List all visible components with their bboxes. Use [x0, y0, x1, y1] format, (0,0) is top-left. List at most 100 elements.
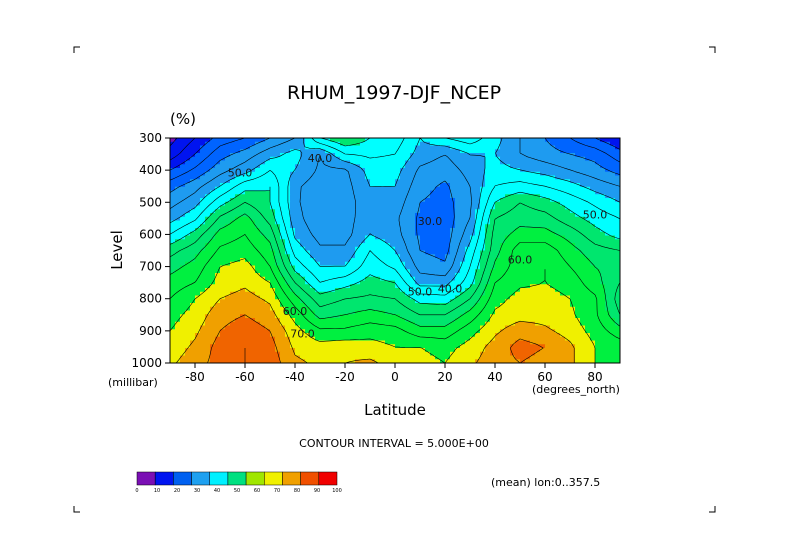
contour-cell [285, 273, 291, 278]
contour-cell [400, 141, 406, 146]
contour-cell [470, 149, 476, 154]
contour-cell [450, 220, 456, 225]
contour-cell [275, 201, 281, 206]
contour-cell [330, 254, 336, 259]
contour-cell [605, 246, 611, 251]
contour-cell [195, 168, 201, 173]
contour-cell [530, 190, 536, 195]
contour-cell [600, 336, 606, 341]
contour-cell [445, 265, 451, 270]
contour-cell [235, 213, 241, 218]
contour-cell [435, 168, 441, 173]
contour-cell [585, 273, 591, 278]
contour-cell [475, 254, 481, 259]
contour-cell [600, 306, 606, 311]
contour-cell [410, 216, 416, 221]
contour-cell [300, 156, 306, 161]
contour-cell [400, 168, 406, 173]
contour-cell [610, 216, 616, 221]
contour-cell [580, 205, 586, 210]
contour-cell [455, 231, 461, 236]
contour-cell [450, 280, 456, 285]
contour-cell [335, 194, 341, 199]
contour-cell [300, 216, 306, 221]
contour-cell [190, 156, 196, 161]
contour-cell [365, 201, 371, 206]
contour-cell [415, 269, 421, 274]
contour-cell [600, 299, 606, 304]
contour-cell [560, 194, 566, 199]
contour-cell [350, 246, 356, 251]
contour-cell [530, 333, 536, 338]
contour-cell [405, 160, 411, 165]
contour-cell [280, 333, 286, 338]
contour-cell [235, 175, 241, 180]
contour-cell [230, 179, 236, 184]
contour-cell [300, 325, 306, 330]
contour-cell [290, 325, 296, 330]
contour-cell [465, 198, 471, 203]
contour-cell [340, 261, 346, 266]
contour-cell [380, 303, 386, 308]
contour-cell [555, 329, 561, 334]
contour-cell [470, 318, 476, 323]
contour-cell [255, 254, 261, 259]
contour-cell [200, 179, 206, 184]
contour-cell [445, 201, 451, 206]
contour-cell [235, 235, 241, 240]
contour-cell [240, 235, 246, 240]
contour-cell [510, 235, 516, 240]
contour-cell [180, 333, 186, 338]
contour-cell [470, 198, 476, 203]
contour-cell [580, 265, 586, 270]
contour-cell [600, 288, 606, 293]
contour-cell [365, 280, 371, 285]
contour-cell [475, 145, 481, 150]
contour-cell [480, 149, 486, 154]
contour-cell [315, 336, 321, 341]
contour-cell [470, 273, 476, 278]
contour-cell [385, 288, 391, 293]
contour-cell [410, 175, 416, 180]
contour-cell [540, 269, 546, 274]
contour-cell [535, 216, 541, 221]
contour-cell [450, 156, 456, 161]
contour-cell [585, 310, 591, 315]
contour-cell [545, 291, 551, 296]
contour-cell [295, 325, 301, 330]
contour-cell [200, 299, 206, 304]
contour-cell [500, 329, 506, 334]
contour-cell [560, 213, 566, 218]
contour-cell [250, 149, 256, 154]
contour-cell [480, 295, 486, 300]
contour-cell [440, 280, 446, 285]
contour-cell [365, 284, 371, 289]
contour-cell [425, 164, 431, 169]
contour-cell [405, 303, 411, 308]
contour-cell [470, 250, 476, 255]
contour-cell [485, 246, 491, 251]
contour-cell [285, 280, 291, 285]
contour-cell [475, 231, 481, 236]
contour-cell [190, 306, 196, 311]
contour-cell [445, 231, 451, 236]
contour-cell [370, 314, 376, 319]
contour-cell [370, 220, 376, 225]
contour-cell [320, 265, 326, 270]
contour-cell [535, 138, 541, 143]
contour-cell [290, 153, 296, 158]
contour-cell [290, 201, 296, 206]
contour-cell [520, 171, 526, 176]
contour-cell [325, 145, 331, 150]
contour-cell [215, 153, 221, 158]
contour-cell [445, 213, 451, 218]
contour-cell [240, 269, 246, 274]
contour-cell [405, 333, 411, 338]
contour-cell [615, 209, 621, 214]
contour-cell [360, 228, 366, 233]
contour-cell [425, 213, 431, 218]
contour-cell [320, 216, 326, 221]
contour-cell [220, 239, 226, 244]
contour-cell [445, 340, 451, 345]
contour-cell [545, 220, 551, 225]
